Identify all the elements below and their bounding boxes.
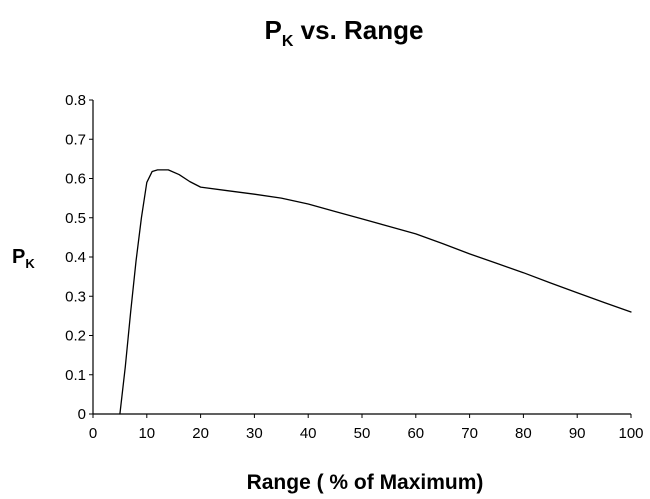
x-tick-label: 70 xyxy=(461,425,478,442)
y-axis-label: PK xyxy=(12,246,35,271)
x-tick-label: 80 xyxy=(515,425,532,442)
plot-area xyxy=(119,169,632,415)
y-tick-label: 0 xyxy=(78,406,86,423)
y-tick-label: 0.5 xyxy=(65,210,86,227)
y-tick-label: 0.2 xyxy=(65,328,86,345)
y-tick-label: 0.4 xyxy=(65,249,86,266)
chart-title-rest: vs. Range xyxy=(293,15,423,45)
series-line xyxy=(119,169,632,415)
y-tick-label: 0.1 xyxy=(65,367,86,384)
ticks: 0 0.1 0.2 0.3 0.4 0.5 0.6 0.7 0.8 0 10 20 30 40 50 60 70… xyxy=(65,92,643,442)
y-tick-label: 0.7 xyxy=(65,131,86,148)
chart-title-main: P xyxy=(265,15,282,45)
x-tick-label: 50 xyxy=(354,425,371,442)
axes xyxy=(92,100,631,415)
chart-title-subscript: K xyxy=(282,33,294,50)
x-tick-label: 0 xyxy=(89,425,97,442)
x-tick-label: 30 xyxy=(246,425,263,442)
x-axis-label: Range ( % of Maximum) xyxy=(247,471,484,494)
x-tick-label: 100 xyxy=(618,425,643,442)
chart-title: PK vs. Range xyxy=(265,15,424,50)
x-tick-label: 10 xyxy=(138,425,155,442)
y-tick-label: 0.8 xyxy=(65,92,86,109)
y-tick-label: 0.3 xyxy=(65,288,86,305)
y-tick-label: 0.6 xyxy=(65,171,86,188)
x-tick-label: 40 xyxy=(300,425,317,442)
y-axis-label-subscript: K xyxy=(25,256,35,271)
x-tick-label: 60 xyxy=(407,425,424,442)
x-tick-label: 20 xyxy=(192,425,209,442)
y-axis-label-main: P xyxy=(12,246,25,268)
x-tick-label: 90 xyxy=(569,425,586,442)
